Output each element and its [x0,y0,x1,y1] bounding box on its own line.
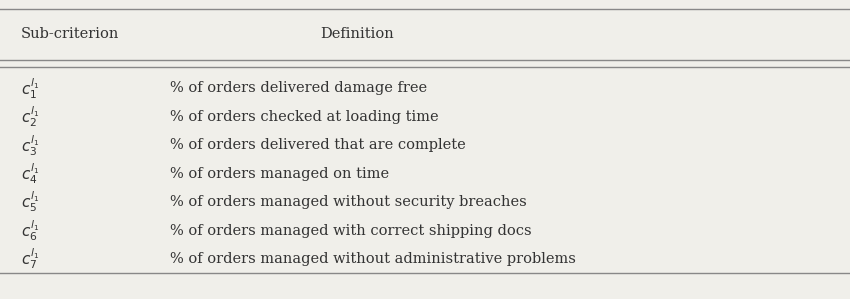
Text: $c_{6}^{l_1}$: $c_{6}^{l_1}$ [21,218,39,243]
Text: % of orders managed with correct shipping docs: % of orders managed with correct shippin… [170,224,531,238]
Text: % of orders checked at loading time: % of orders checked at loading time [170,110,439,124]
Text: Definition: Definition [320,27,394,41]
Text: Sub-criterion: Sub-criterion [21,27,120,41]
Text: $c_{3}^{l_1}$: $c_{3}^{l_1}$ [21,133,39,158]
Text: % of orders managed without administrative problems: % of orders managed without administrati… [170,252,576,266]
Text: % of orders delivered damage free: % of orders delivered damage free [170,81,427,95]
Text: % of orders managed without security breaches: % of orders managed without security bre… [170,195,527,209]
Text: % of orders managed on time: % of orders managed on time [170,167,389,181]
Text: $c_{7}^{l_1}$: $c_{7}^{l_1}$ [21,247,39,271]
Text: % of orders delivered that are complete: % of orders delivered that are complete [170,138,466,152]
Text: $c_{4}^{l_1}$: $c_{4}^{l_1}$ [21,161,39,186]
Text: $c_{1}^{l_1}$: $c_{1}^{l_1}$ [21,76,39,100]
Text: $c_{5}^{l_1}$: $c_{5}^{l_1}$ [21,190,39,214]
Text: $c_{2}^{l_1}$: $c_{2}^{l_1}$ [21,104,39,129]
